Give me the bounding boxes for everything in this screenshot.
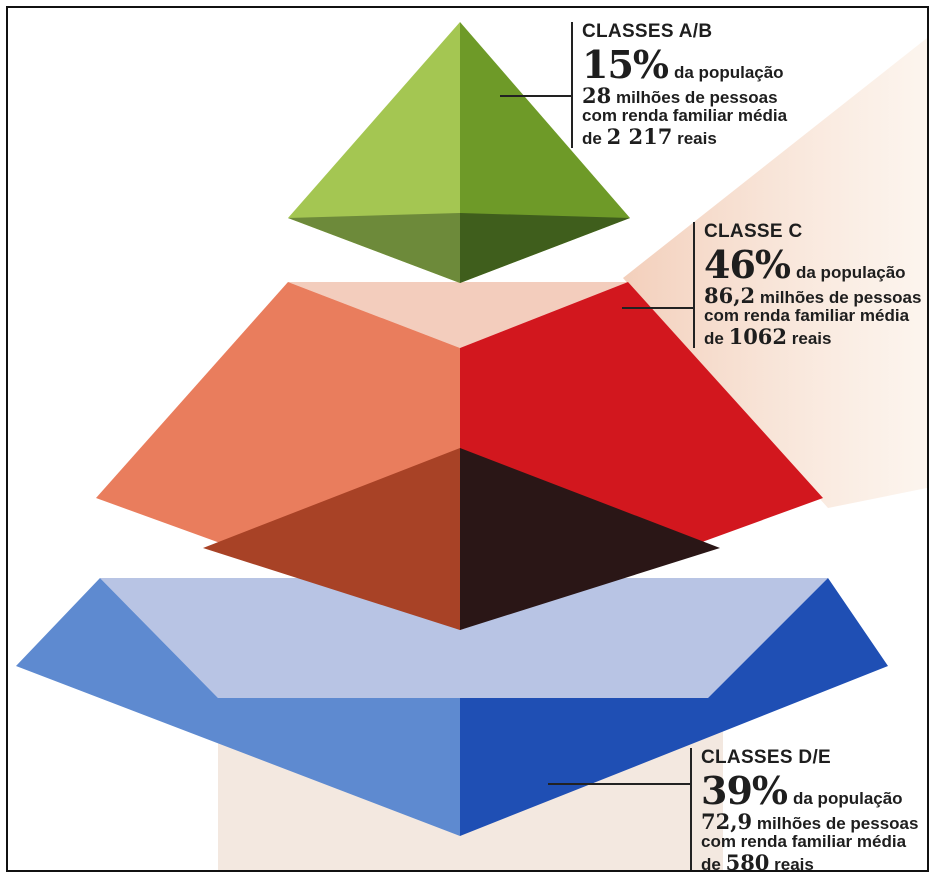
segment-percent: 15% [582, 41, 669, 87]
income-line: de 2 217 reais [582, 123, 787, 149]
population-suffix: da população [674, 62, 784, 82]
income-value: 1062 [728, 323, 788, 349]
income-text: com renda familiar média [582, 106, 788, 126]
percent-line: 46% da população [704, 241, 921, 287]
bottom-tier-left-face [16, 578, 460, 836]
label-classe-c: CLASSE C 46% da população 86,2 milhões de… [693, 221, 922, 349]
income-prefix: de [582, 128, 602, 148]
label-classes-de: CLASSES D/E 39% da população 72,9 milhões… [690, 747, 919, 872]
people-line: 72,9 milhões de pessoas [701, 808, 919, 834]
infographic-frame: CLASSES A/B 15% da população 28 milhões d… [6, 6, 929, 872]
income-suffix: reais [677, 128, 717, 148]
background-light-band [623, 38, 927, 508]
label-classes-ab: CLASSES A/B 15% da população 28 milhões d… [571, 21, 788, 149]
income-prefix: de [701, 854, 721, 872]
population-suffix: da população [793, 788, 903, 808]
top-tier-base-right [460, 213, 630, 283]
people-value: 86,2 [704, 282, 756, 308]
people-value: 72,9 [701, 808, 753, 834]
bottom-tier-right-face [460, 578, 888, 836]
people-suffix: milhões de pessoas [615, 87, 778, 107]
middle-tier-top-face [288, 282, 628, 348]
income-value: 580 [725, 849, 770, 872]
segment-title: CLASSE C [704, 221, 803, 242]
income-line: de 580 reais [701, 849, 918, 872]
people-line: 28 milhões de pessoas [582, 82, 787, 108]
segment-percent: 39% [701, 767, 788, 813]
segment-title: CLASSES A/B [582, 21, 713, 42]
percent-line: 15% da população [582, 41, 787, 87]
people-suffix: milhões de pessoas [759, 287, 922, 307]
middle-tier-inner-right [460, 448, 720, 630]
income-line: de 1062 reais [704, 323, 921, 349]
population-suffix: da população [796, 262, 906, 282]
income-text: com renda familiar média [701, 832, 907, 852]
income-suffix: reais [791, 328, 832, 348]
bottom-tier-top-face [100, 578, 828, 698]
percent-line: 39% da população [701, 767, 918, 813]
segment-title: CLASSES D/E [701, 747, 831, 768]
income-value: 2 217 [606, 123, 673, 149]
income-text: com renda familiar média [704, 306, 910, 326]
segment-percent: 46% [704, 241, 791, 287]
middle-tier-inner-left [203, 448, 460, 630]
top-tier-base-left [288, 213, 460, 283]
income-prefix: de [704, 328, 724, 348]
pyramid-illustration [16, 22, 927, 870]
people-value: 28 [582, 82, 612, 108]
people-suffix: milhões de pessoas [756, 813, 919, 833]
income-suffix: reais [774, 854, 814, 872]
people-line: 86,2 milhões de pessoas [704, 282, 922, 308]
